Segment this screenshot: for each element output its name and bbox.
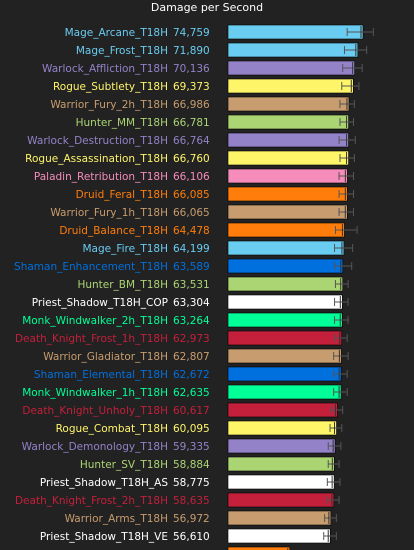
bar-label: Warlock_Destruction_T18H bbox=[27, 135, 168, 147]
bar-label: Rogue_Subtlety_T18H bbox=[53, 81, 168, 93]
bar bbox=[227, 96, 350, 112]
bar bbox=[227, 420, 337, 436]
bar-value-label: 62,672 bbox=[173, 369, 210, 381]
bar-label: Shaman_Enhancement_T18H bbox=[14, 261, 168, 273]
bar-label: Paladin_Retribution_T18H bbox=[34, 171, 168, 183]
bar-value-label: 63,531 bbox=[173, 279, 210, 291]
bar-label: Hunter_MM_T18H bbox=[76, 117, 168, 129]
bar-label: Hunter_SV_T18H bbox=[80, 459, 168, 471]
bar bbox=[227, 474, 335, 490]
bar-label: Priest_Shadow_T18H_VE bbox=[40, 531, 168, 543]
bar-label: Druid_Feral_T18H bbox=[76, 189, 168, 201]
bar-label: Warrior_Fury_1h_T18H bbox=[50, 207, 168, 219]
bar-value-label: 66,106 bbox=[173, 171, 210, 183]
bar-value-label: 59,335 bbox=[173, 441, 210, 453]
bar bbox=[227, 330, 343, 346]
bar-value-label: 64,478 bbox=[173, 225, 210, 237]
bar-value-label: 63,304 bbox=[173, 297, 210, 309]
bar-value-label: 66,764 bbox=[173, 135, 210, 147]
bar-label: Mage_Arcane_T18H bbox=[65, 27, 168, 39]
bar bbox=[227, 384, 342, 400]
bar bbox=[227, 492, 335, 508]
bar-value-label: 70,136 bbox=[173, 63, 210, 75]
bar-label: Warlock_Affliction_T18H bbox=[42, 63, 168, 75]
bar-label: Mage_Frost_T18H bbox=[76, 45, 168, 57]
bar-value-label: 71,890 bbox=[173, 45, 210, 57]
bar bbox=[227, 402, 338, 418]
bar-label: Death_Knight_Unholy_T18H bbox=[22, 405, 168, 417]
bar-value-label: 62,635 bbox=[173, 387, 210, 399]
bar-value-label: 69,373 bbox=[173, 81, 210, 93]
bar bbox=[227, 186, 348, 202]
bar-value-label: 66,986 bbox=[173, 99, 210, 111]
bar bbox=[227, 150, 349, 166]
bar-value-label: 60,617 bbox=[173, 405, 210, 417]
bar-value-label: 56,610 bbox=[173, 531, 210, 543]
bar-value-label: 74,759 bbox=[173, 27, 210, 39]
bar-label: Shaman_Elemental_T18H bbox=[34, 369, 168, 381]
bar-value-label: 58,775 bbox=[173, 477, 210, 489]
bar bbox=[227, 510, 332, 526]
bar-value-label: 62,973 bbox=[173, 333, 210, 345]
bar bbox=[227, 438, 336, 454]
bar-value-label: 62,807 bbox=[173, 351, 210, 363]
bar-value-label: 66,085 bbox=[173, 189, 210, 201]
bar bbox=[227, 366, 342, 382]
bar-label: Monk_Windwalker_2h_T18H bbox=[22, 315, 168, 327]
chart-title: Damage per Second bbox=[151, 1, 263, 14]
bar bbox=[227, 222, 345, 238]
bar bbox=[227, 294, 343, 310]
bar-label: Rogue_Assassination_T18H bbox=[25, 153, 168, 165]
bar bbox=[227, 276, 344, 292]
bar-label: Druid_Balance_T18H bbox=[59, 225, 168, 237]
bar bbox=[227, 546, 291, 550]
bar bbox=[227, 24, 364, 40]
bar-label: Priest_Shadow_T18H_AS bbox=[40, 477, 168, 489]
bar-label: Rogue_Combat_T18H bbox=[56, 423, 168, 435]
bar-value-label: 64,199 bbox=[173, 243, 210, 255]
bar-label: Death_Knight_Frost_1h_T18H bbox=[15, 333, 168, 345]
bar-value-label: 63,589 bbox=[173, 261, 210, 273]
bar-label: Warrior_Arms_T18H bbox=[65, 513, 168, 525]
bar-value-label: 63,264 bbox=[173, 315, 210, 327]
bar-value-label: 58,884 bbox=[173, 459, 210, 471]
bar bbox=[227, 312, 343, 328]
bar bbox=[227, 456, 335, 472]
bar-label: Mage_Fire_T18H bbox=[82, 243, 168, 255]
bar-value-label: 58,635 bbox=[173, 495, 210, 507]
bar-value-label: 56,972 bbox=[173, 513, 210, 525]
bar-value-label: 66,781 bbox=[173, 117, 210, 129]
bar bbox=[227, 240, 345, 256]
bar bbox=[227, 258, 344, 274]
bar-label: Hunter_BM_T18H bbox=[77, 279, 168, 291]
bar-label: Warrior_Fury_2h_T18H bbox=[50, 99, 168, 111]
bar bbox=[227, 78, 354, 94]
bar-value-label: 66,760 bbox=[173, 153, 210, 165]
bar bbox=[227, 42, 359, 58]
bar bbox=[227, 168, 348, 184]
bar bbox=[227, 348, 342, 364]
bars-layer: Mage_Arcane_T18H 74,759 Mage_Frost_T18H 71,… bbox=[14, 24, 374, 550]
bar-value-label: 60,095 bbox=[173, 423, 210, 435]
bar-label: Death_Knight_Frost_2h_T18H bbox=[15, 495, 168, 507]
bar-value-label: 66,065 bbox=[173, 207, 210, 219]
bar bbox=[227, 132, 349, 148]
bar-label: Priest_Shadow_T18H_COP bbox=[32, 297, 168, 309]
bar-label: Warlock_Demonology_T18H bbox=[22, 441, 168, 453]
bar bbox=[227, 60, 355, 76]
bar-label: Warrior_Gladiator_T18H bbox=[43, 351, 168, 363]
bar bbox=[227, 114, 349, 130]
bar bbox=[227, 528, 331, 544]
bar-label: Monk_Windwalker_1h_T18H bbox=[22, 387, 168, 399]
bar bbox=[227, 204, 348, 220]
